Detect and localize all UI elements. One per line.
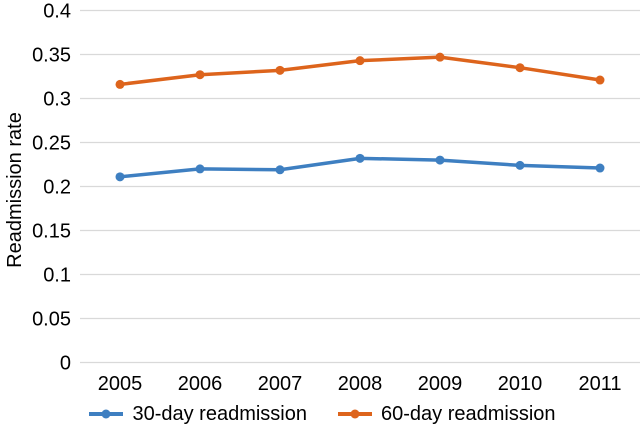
y-tick-label: 0.15 xyxy=(32,221,71,243)
data-point-marker xyxy=(275,165,285,175)
data-point-marker xyxy=(515,63,525,73)
legend-marker-30-day-icon xyxy=(89,409,124,419)
data-point-marker xyxy=(115,79,125,89)
y-tick-label: 0.4 xyxy=(43,1,71,23)
y-tick-label: 0.1 xyxy=(43,265,71,287)
x-tick-label: 2008 xyxy=(338,373,383,395)
y-tick-label: 0.2 xyxy=(43,177,71,199)
data-point-marker xyxy=(355,153,365,163)
x-tick-label: 2006 xyxy=(178,373,223,395)
data-point-marker xyxy=(355,56,365,66)
data-point-marker xyxy=(595,163,605,173)
y-axis-title: Readmission rate xyxy=(4,112,26,268)
data-point-marker xyxy=(595,75,605,85)
chart-legend: 30-day readmission 60-day readmission xyxy=(0,398,644,430)
data-point-marker xyxy=(275,65,285,75)
legend-item-60-day: 60-day readmission xyxy=(337,403,556,426)
x-tick-label: 2011 xyxy=(578,373,621,395)
legend-item-30-day: 30-day readmission xyxy=(88,403,307,426)
data-point-marker xyxy=(195,70,205,80)
x-tick-label: 2007 xyxy=(258,373,303,395)
x-tick-label: 2005 xyxy=(98,373,143,395)
data-point-marker xyxy=(435,52,445,62)
data-point-marker xyxy=(515,160,525,170)
x-tick-label: 2010 xyxy=(498,373,543,395)
legend-marker-60-day-icon xyxy=(338,409,372,419)
legend-label-30-day: 30-day readmission xyxy=(132,402,307,425)
data-point-marker xyxy=(195,164,205,174)
x-tick-label: 2009 xyxy=(418,373,463,395)
data-point-marker xyxy=(435,155,445,165)
y-tick-label: 0.35 xyxy=(32,45,71,67)
data-point-marker xyxy=(115,172,125,182)
y-tick-label: 0.25 xyxy=(32,133,71,155)
y-tick-label: 0.3 xyxy=(43,89,71,111)
y-tick-label: 0.05 xyxy=(32,309,71,331)
legend-label-60-day: 60-day readmission xyxy=(381,402,556,425)
y-tick-label: 0 xyxy=(60,353,71,375)
